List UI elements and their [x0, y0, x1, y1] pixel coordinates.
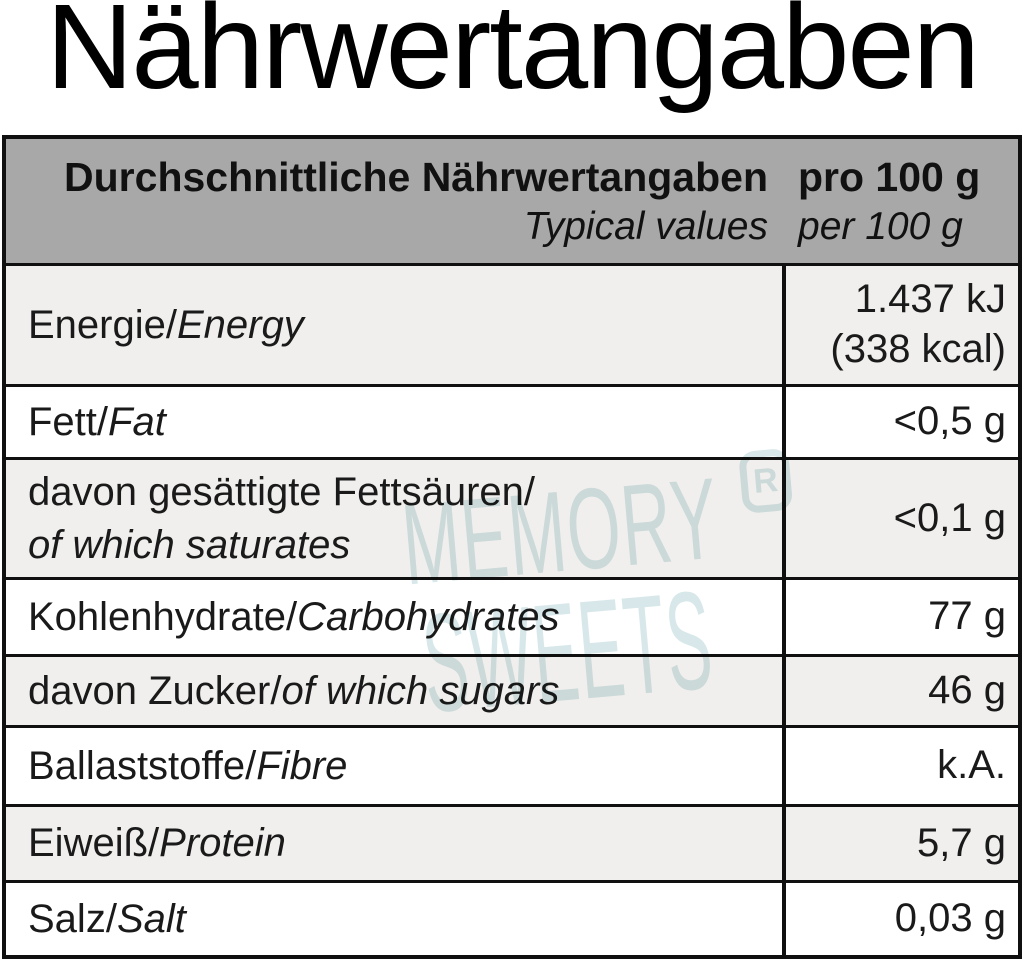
nutrient-label: Fett/Fat	[6, 387, 782, 457]
nutrient-label: Energie/Energy	[6, 266, 782, 384]
nutrient-label-en: Energy	[176, 302, 304, 347]
nutrient-label-de: Eiweiß/	[28, 821, 160, 866]
nutrient-label-de: Fett/	[28, 399, 109, 444]
table-row: davon Zucker/of which sugars 46 g	[6, 654, 1018, 725]
nutrition-table: Durchschnittliche Nährwertangaben Typica…	[2, 135, 1022, 959]
header-typical-values-cell: Durchschnittliche Nährwertangaben Typica…	[6, 139, 782, 263]
nutrient-label: Eiweiß/Protein	[6, 807, 782, 880]
nutrient-label-en: of which sugars	[281, 668, 560, 713]
nutrient-value: <0,1 g	[782, 460, 1018, 577]
nutrient-value: 0,03 g	[782, 883, 1018, 955]
nutrient-label-de: Ballaststoffe/	[28, 743, 257, 788]
nutrient-label-en: Carbohydrates	[297, 594, 560, 639]
nutrient-label: Salz/Salt	[6, 883, 782, 955]
table-header-row: Durchschnittliche Nährwertangaben Typica…	[6, 139, 1018, 263]
header-title-en: Typical values	[523, 205, 768, 248]
nutrient-label: Ballaststoffe/Fibre	[6, 728, 782, 804]
nutrient-label-de: Kohlenhydrate/	[28, 594, 298, 639]
nutrient-label: Kohlenhydrate/Carbohydrates	[6, 580, 782, 654]
header-amount-en: per 100 g	[798, 205, 963, 248]
header-per-100g-cell: pro 100 g per 100 g	[782, 139, 1018, 263]
nutrient-label-de: davon Zucker/	[28, 668, 282, 713]
nutrient-value: 77 g	[782, 580, 1018, 654]
nutrient-label-en: Fat	[108, 399, 166, 444]
table-row: Fett/Fat <0,5 g	[6, 384, 1018, 457]
table-row: Ballaststoffe/Fibre k.A.	[6, 725, 1018, 804]
table-row: Energie/Energy 1.437 kJ (338 kcal)	[6, 263, 1018, 384]
table-row: davon gesättigte Fettsäuren/ of which sa…	[6, 457, 1018, 577]
nutrient-label-de: Energie/	[28, 302, 177, 347]
table-row: Kohlenhydrate/Carbohydrates 77 g	[6, 577, 1018, 654]
nutrient-label-en: Salt	[116, 896, 186, 941]
nutrient-label-en: of which saturates	[28, 522, 351, 567]
nutrient-value: <0,5 g	[782, 387, 1018, 457]
nutrient-value: k.A.	[782, 728, 1018, 804]
page-title: Nährwertangaben	[46, 0, 980, 114]
header-title-de: Durchschnittliche Nährwertangaben	[64, 154, 768, 200]
nutrient-label-de: Salz/	[28, 896, 117, 941]
header-amount-de: pro 100 g	[798, 154, 981, 200]
nutrient-value: 5,7 g	[782, 807, 1018, 880]
nutrient-label: davon gesättigte Fettsäuren/ of which sa…	[6, 460, 782, 577]
nutrient-label: davon Zucker/of which sugars	[6, 657, 782, 725]
nutrient-label-en: Fibre	[256, 743, 348, 788]
table-row: Eiweiß/Protein 5,7 g	[6, 804, 1018, 880]
nutrient-value: 46 g	[782, 657, 1018, 725]
nutrient-label-de: davon gesättigte Fettsäuren/	[28, 469, 535, 514]
nutrient-label-en: Protein	[159, 821, 286, 866]
nutrient-value: 1.437 kJ (338 kcal)	[782, 266, 1018, 384]
table-row: Salz/Salt 0,03 g	[6, 880, 1018, 955]
